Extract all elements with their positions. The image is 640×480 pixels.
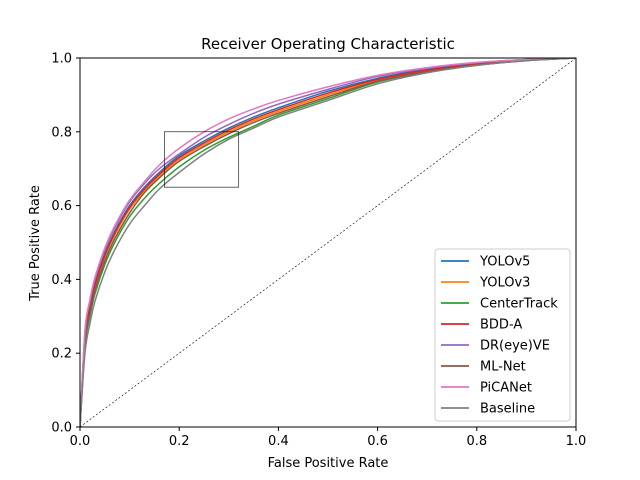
x-tick-label: 1.0 [566,434,587,449]
y-tick-label: 0.6 [51,199,72,214]
y-tick-label: 0.4 [51,273,72,288]
chart-title: Receiver Operating Characteristic [201,35,455,53]
y-tick-label: 0.2 [51,347,72,362]
zoom-box [164,131,240,188]
x-tick-label: 0.2 [169,434,190,449]
series-line-bdd-a [80,58,576,427]
x-tick-label: 0.0 [70,434,91,449]
diagonal-reference-line [79,57,577,428]
x-axis-label: False Positive Rate [268,456,389,471]
legend-label: CenterTrack [480,297,558,312]
legend-label: YOLOv5 [479,255,530,270]
series-line-ml-net [80,58,576,427]
axes-frame [79,57,577,428]
legend-label: DR(eye)VE [480,339,550,354]
x-tick-label: 0.6 [367,434,388,449]
y-tick-label: 1.0 [51,52,72,67]
legend-frame [434,248,571,422]
legend-label: BDD-A [480,318,522,333]
legend-label: Baseline [480,402,535,417]
series-line-baseline [80,58,576,427]
series-line-picanet [80,58,576,427]
plot-area [79,57,577,428]
legend-label: YOLOv3 [479,276,530,291]
axis-ticks: 0.0 0.2 0.4 0.6 0.8 1.0 0.0 0.2 0.4 0.6 0.8 1.0 [51,52,586,450]
legend: YOLOv5 YOLOv3 CenterTrack BDD-A DR(eye)VE ML-… [434,248,571,422]
x-tick-label: 0.4 [268,434,289,449]
legend-label: PiCANet [480,381,532,396]
y-axis-label: True Positive Rate [28,185,43,302]
y-tick-label: 0.8 [51,125,72,140]
y-tick-label: 0.0 [51,421,72,436]
legend-label: ML-Net [480,360,526,375]
x-tick-label: 0.8 [466,434,487,449]
